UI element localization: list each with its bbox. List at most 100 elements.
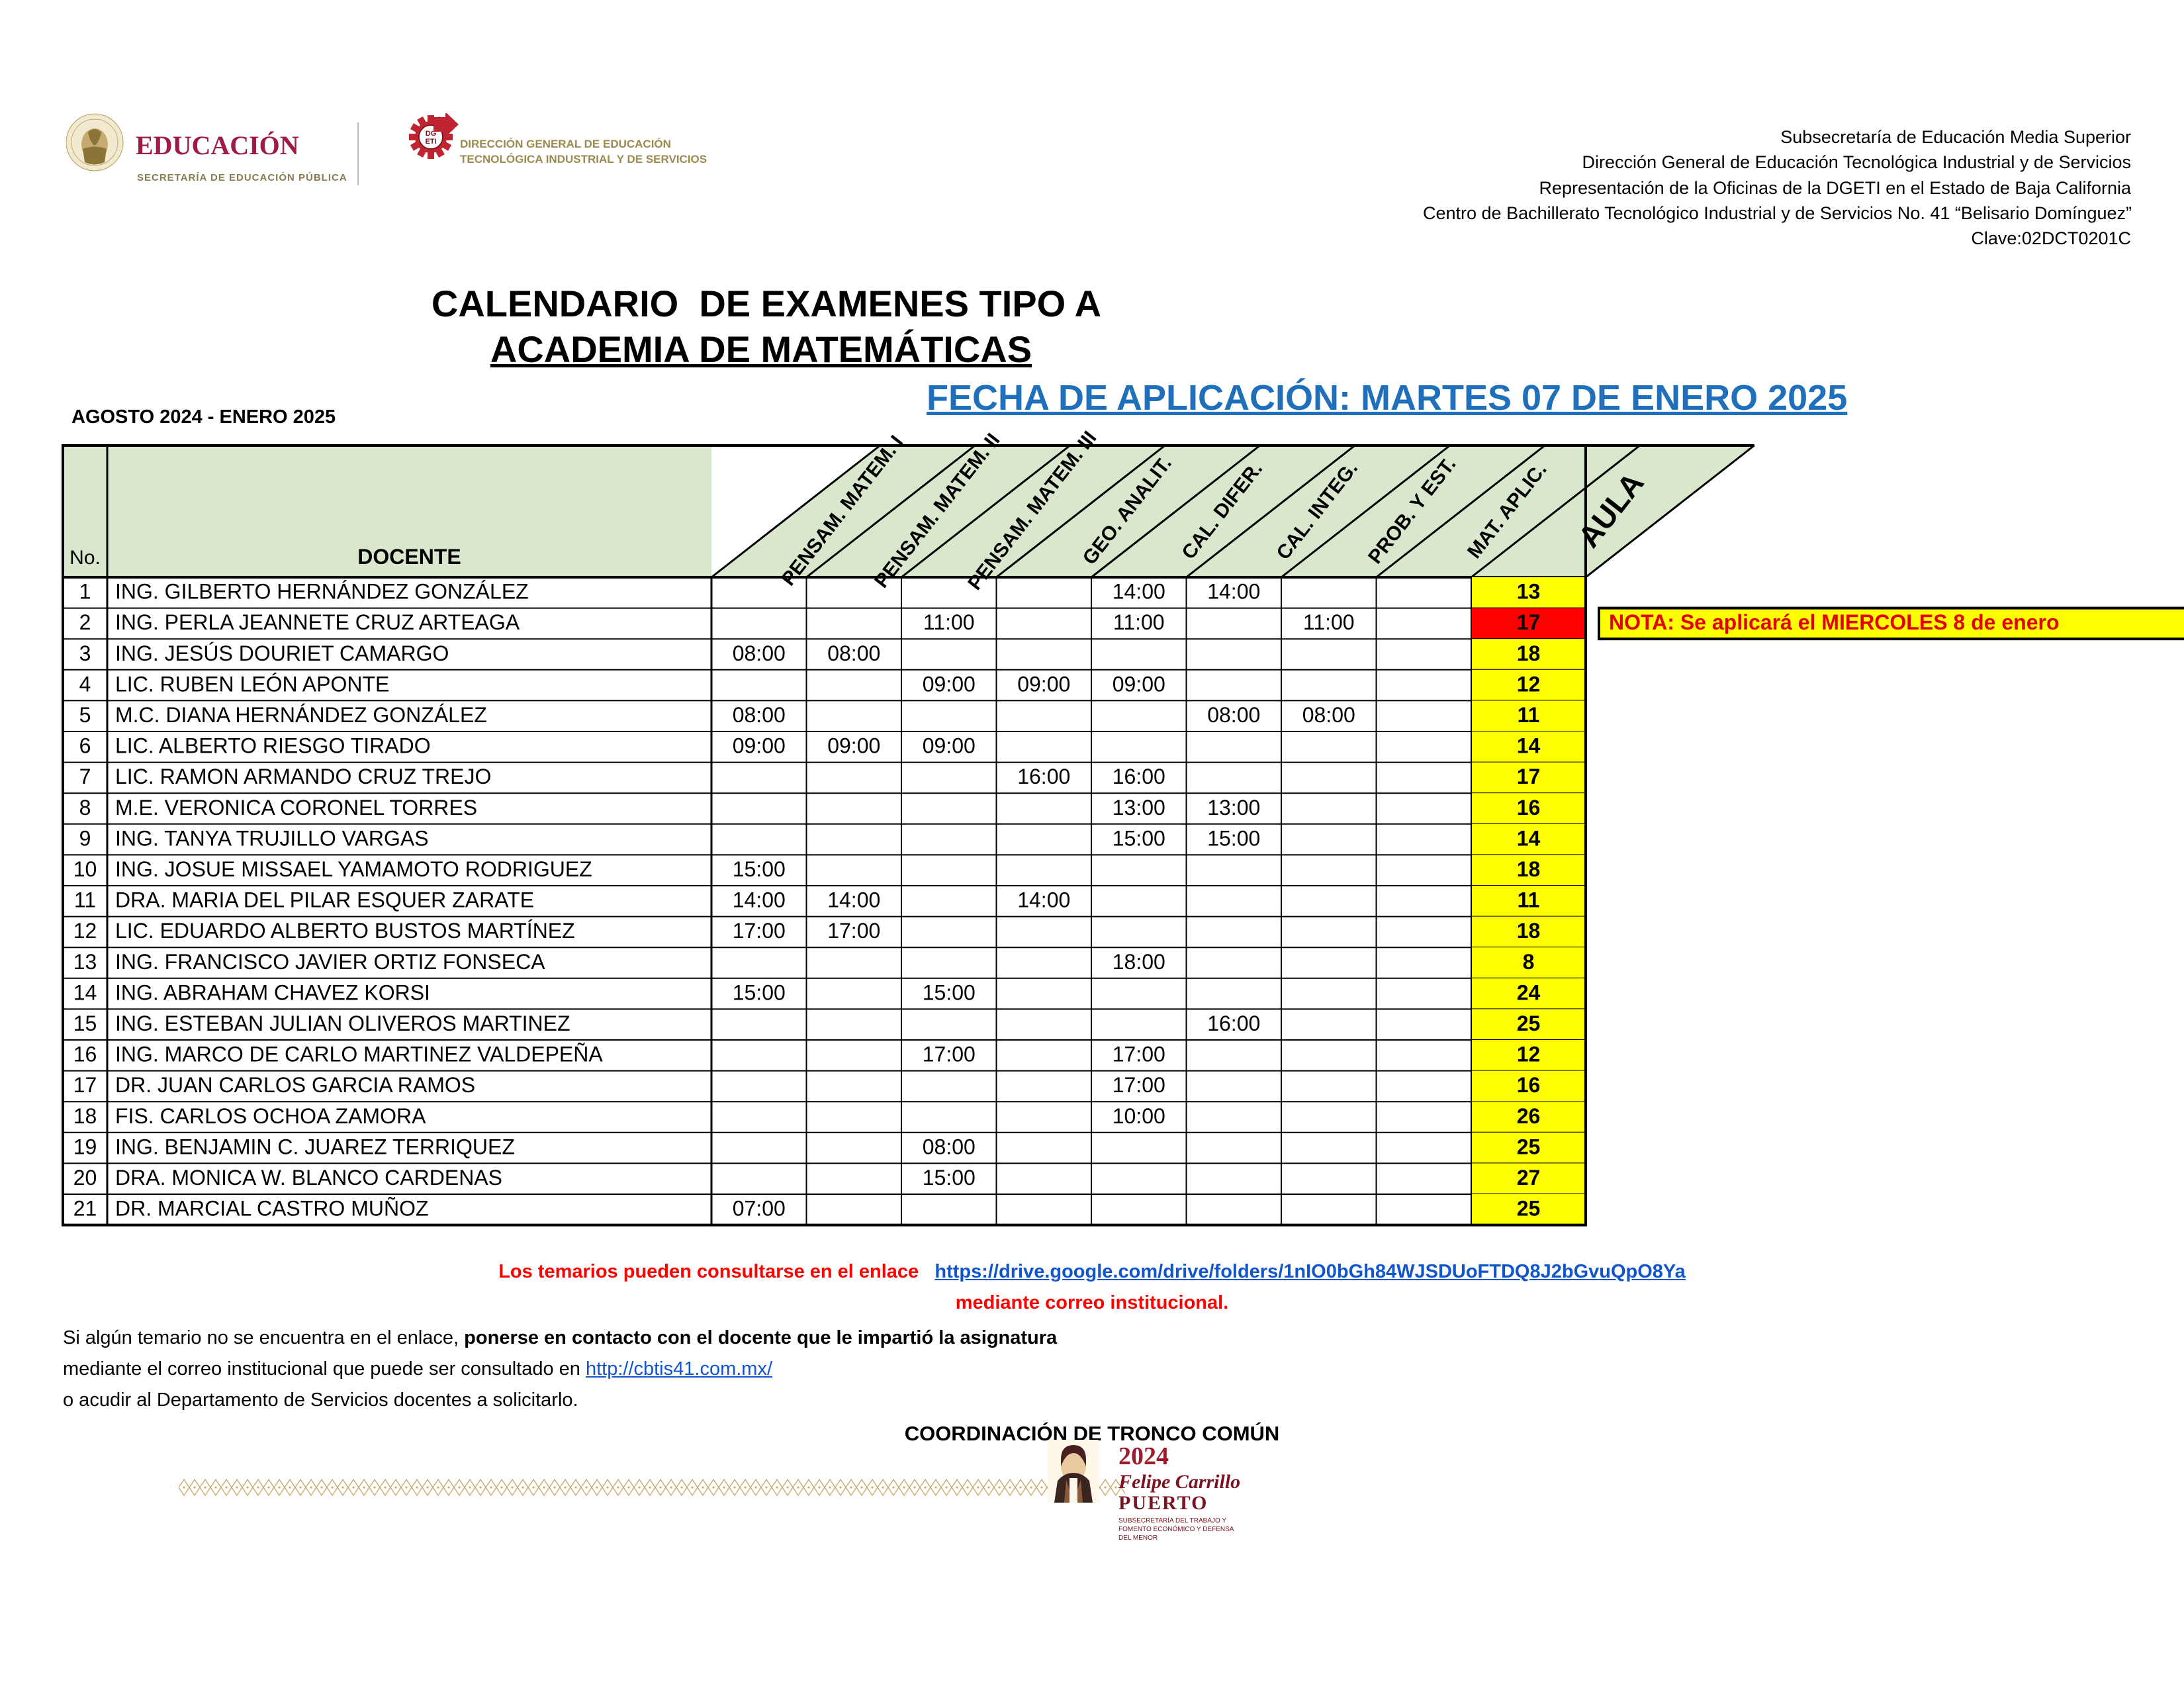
svg-text:14: 14 [73, 980, 97, 1004]
svg-text:13:00: 13:00 [1113, 796, 1165, 820]
svg-text:ING. TANYA TRUJILLO VARGAS: ING. TANYA TRUJILLO VARGAS [115, 826, 429, 850]
svg-text:4: 4 [79, 672, 91, 696]
svg-text:09:00: 09:00 [827, 734, 880, 758]
svg-text:DR. MARCIAL CASTRO MUÑOZ: DR. MARCIAL CASTRO MUÑOZ [115, 1197, 429, 1221]
svg-text:15:00: 15:00 [1113, 826, 1165, 850]
svg-text:25: 25 [1517, 1135, 1541, 1158]
svg-text:DRA. MARIA DEL PILAR ESQUER ZA: DRA. MARIA DEL PILAR ESQUER ZARATE [115, 888, 534, 912]
svg-text:DOCENTE: DOCENTE [357, 545, 461, 569]
svg-text:9: 9 [79, 826, 91, 850]
svg-text:11: 11 [1518, 888, 1540, 912]
svg-text:10: 10 [73, 857, 97, 881]
svg-text:6: 6 [79, 734, 91, 758]
svg-text:14:00: 14:00 [1207, 580, 1260, 604]
svg-text:17:00: 17:00 [827, 919, 880, 943]
svg-text:16: 16 [1517, 1073, 1541, 1097]
svg-text:15:00: 15:00 [923, 1166, 976, 1190]
svg-text:08:00: 08:00 [1207, 703, 1260, 727]
svg-text:18: 18 [73, 1104, 97, 1128]
svg-text:08:00: 08:00 [733, 703, 786, 727]
svg-text:ING. JOSUE MISSAEL YAMAMOTO RO: ING. JOSUE MISSAEL YAMAMOTO RODRIGUEZ [115, 857, 592, 881]
svg-text:21: 21 [73, 1197, 97, 1221]
svg-text:14: 14 [1517, 826, 1541, 850]
svg-text:1: 1 [79, 580, 91, 604]
svg-text:18: 18 [1517, 919, 1541, 943]
svg-text:17: 17 [1517, 610, 1541, 634]
svg-text:20: 20 [73, 1166, 97, 1190]
svg-text:17: 17 [73, 1073, 97, 1097]
svg-text:09:00: 09:00 [923, 734, 976, 758]
svg-text:14:00: 14:00 [827, 888, 880, 912]
svg-text:12: 12 [1517, 672, 1541, 696]
svg-text:11:00: 11:00 [1113, 610, 1165, 634]
svg-text:09:00: 09:00 [733, 734, 786, 758]
svg-text:5: 5 [79, 703, 91, 727]
svg-text:08:00: 08:00 [1302, 703, 1355, 727]
svg-text:14: 14 [1517, 734, 1541, 758]
svg-text:17:00: 17:00 [733, 919, 786, 943]
svg-text:10:00: 10:00 [1113, 1104, 1165, 1128]
svg-text:07:00: 07:00 [733, 1197, 786, 1221]
svg-text:24: 24 [1517, 980, 1541, 1004]
svg-text:ING. FRANCISCO JAVIER ORTIZ FO: ING. FRANCISCO JAVIER ORTIZ FONSECA [115, 950, 545, 974]
svg-text:3: 3 [79, 641, 91, 665]
svg-text:08:00: 08:00 [733, 641, 786, 665]
svg-text:17:00: 17:00 [1113, 1073, 1165, 1097]
svg-text:17: 17 [1517, 765, 1541, 788]
svg-text:17:00: 17:00 [1113, 1043, 1165, 1066]
svg-text:14:00: 14:00 [733, 888, 786, 912]
svg-text:FIS. CARLOS OCHOA ZAMORA: FIS. CARLOS OCHOA ZAMORA [115, 1104, 426, 1128]
svg-text:17:00: 17:00 [923, 1043, 976, 1066]
svg-text:11:00: 11:00 [1303, 610, 1355, 634]
svg-text:16:00: 16:00 [1113, 765, 1165, 788]
svg-text:15:00: 15:00 [733, 980, 786, 1004]
svg-text:DRA. MONICA W. BLANCO CARDENAS: DRA. MONICA W. BLANCO CARDENAS [115, 1166, 502, 1190]
svg-text:LIC. RAMON ARMANDO CRUZ TREJO: LIC. RAMON ARMANDO CRUZ TREJO [115, 765, 491, 788]
svg-text:ING. MARCO DE CARLO MARTINEZ V: ING. MARCO DE CARLO MARTINEZ VALDEPEÑA [115, 1043, 603, 1066]
svg-text:16:00: 16:00 [1207, 1011, 1260, 1035]
svg-text:25: 25 [1517, 1011, 1541, 1035]
svg-text:08:00: 08:00 [923, 1135, 976, 1158]
svg-text:27: 27 [1517, 1166, 1541, 1190]
svg-text:14:00: 14:00 [1113, 580, 1165, 604]
svg-text:14:00: 14:00 [1017, 888, 1070, 912]
svg-text:ING. GILBERTO HERNÁNDEZ GONZÁL: ING. GILBERTO HERNÁNDEZ GONZÁLEZ [115, 580, 529, 604]
svg-text:LIC. RUBEN LEÓN APONTE: LIC. RUBEN LEÓN APONTE [115, 672, 389, 696]
svg-text:LIC. ALBERTO RIESGO TIRADO: LIC. ALBERTO RIESGO TIRADO [115, 734, 431, 758]
svg-text:ING. JESÚS DOURIET CAMARGO: ING. JESÚS DOURIET CAMARGO [115, 641, 449, 665]
svg-text:13:00: 13:00 [1207, 796, 1260, 820]
svg-text:08:00: 08:00 [827, 641, 880, 665]
svg-text:ING. ESTEBAN JULIAN OLIVEROS M: ING. ESTEBAN JULIAN OLIVEROS MARTINEZ [115, 1011, 570, 1035]
svg-text:ING. ABRAHAM CHAVEZ KORSI: ING. ABRAHAM CHAVEZ KORSI [115, 980, 430, 1004]
svg-text:15:00: 15:00 [923, 980, 976, 1004]
svg-text:M.E. VERONICA CORONEL TORRES: M.E. VERONICA CORONEL TORRES [115, 796, 477, 820]
svg-text:16: 16 [1517, 796, 1541, 820]
svg-text:ING. BENJAMIN C. JUAREZ TERRIQ: ING. BENJAMIN C. JUAREZ TERRIQUEZ [115, 1135, 515, 1158]
svg-text:7: 7 [79, 765, 91, 788]
svg-text:8: 8 [79, 796, 91, 820]
svg-text:13: 13 [1517, 580, 1541, 604]
svg-text:DR. JUAN CARLOS GARCIA RAMOS: DR. JUAN CARLOS GARCIA RAMOS [115, 1073, 475, 1097]
svg-text:LIC. EDUARDO ALBERTO BUSTOS MA: LIC. EDUARDO ALBERTO BUSTOS MARTÍNEZ [115, 919, 575, 943]
svg-text:13: 13 [73, 950, 97, 974]
svg-text:2: 2 [79, 610, 91, 634]
svg-text:12: 12 [1517, 1043, 1541, 1066]
svg-text:15:00: 15:00 [1207, 826, 1260, 850]
svg-text:15: 15 [73, 1011, 97, 1035]
svg-text:26: 26 [1517, 1104, 1541, 1128]
svg-text:No.: No. [69, 547, 101, 569]
svg-text:09:00: 09:00 [923, 672, 976, 696]
svg-text:09:00: 09:00 [1113, 672, 1165, 696]
svg-text:19: 19 [73, 1135, 97, 1158]
svg-text:16:00: 16:00 [1017, 765, 1070, 788]
svg-text:25: 25 [1517, 1197, 1541, 1221]
svg-text:11: 11 [74, 888, 96, 912]
svg-text:11:00: 11:00 [923, 610, 975, 634]
svg-text:8: 8 [1523, 950, 1535, 974]
svg-text:18: 18 [1517, 641, 1541, 665]
svg-text:16: 16 [73, 1043, 97, 1066]
svg-text:15:00: 15:00 [733, 857, 786, 881]
svg-text:18:00: 18:00 [1113, 950, 1165, 974]
svg-text:ING. PERLA JEANNETE CRUZ ARTEA: ING. PERLA JEANNETE CRUZ ARTEAGA [115, 610, 520, 634]
svg-text:12: 12 [73, 919, 97, 943]
